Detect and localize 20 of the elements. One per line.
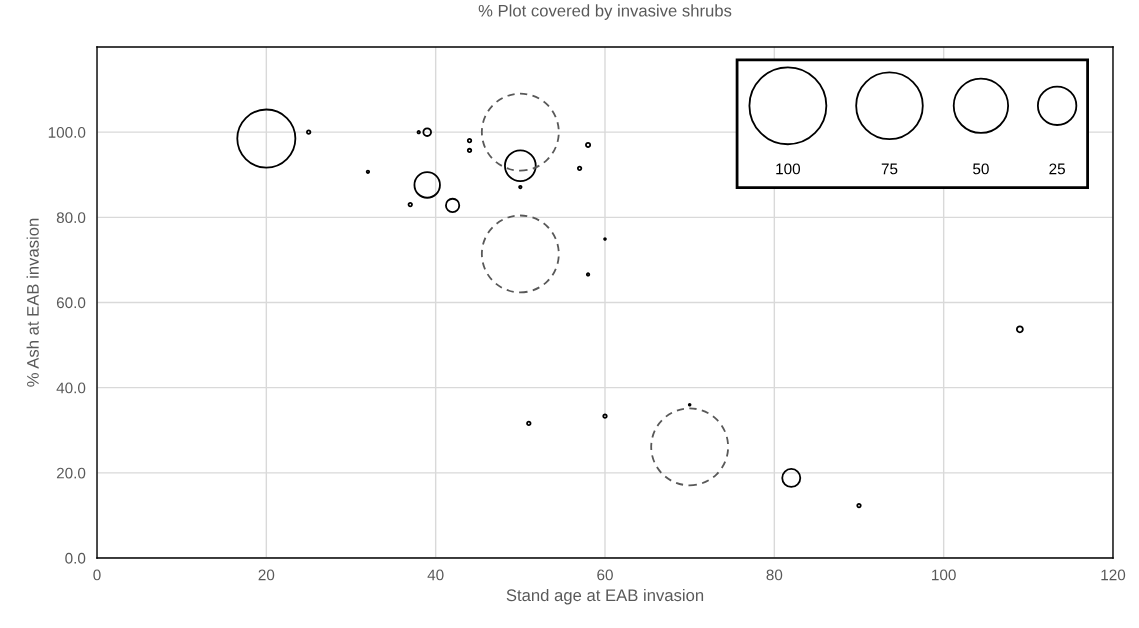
legend-label: 75 [881, 163, 898, 175]
y-tick-label: 20.0 [56, 467, 86, 479]
y-tick-label: 80.0 [56, 212, 86, 224]
legend-label: 100 [776, 163, 801, 175]
x-tick-label: 120 [1101, 569, 1126, 581]
x-tick-label: 100 [932, 569, 956, 581]
x-tick-label: 60 [597, 569, 613, 581]
x-tick-label: 40 [427, 569, 444, 581]
y-tick-label: 100.0 [48, 127, 86, 138]
x-axis-title: Stand age at EAB invasion [506, 588, 704, 605]
chart-title: % Plot covered by invasive shrubs [478, 4, 732, 20]
x-tick-label: 0 [93, 569, 101, 581]
legend-label: 25 [1049, 163, 1065, 175]
x-tick-label: 80 [766, 569, 783, 581]
y-tick-label: 40.0 [56, 382, 86, 394]
x-tick-label: 20 [258, 569, 275, 581]
legend-label: 50 [973, 163, 989, 175]
y-tick-label: 0.0 [65, 552, 86, 564]
y-axis-title: % Ash at EAB invasion [26, 218, 39, 387]
y-tick-label: 60.0 [56, 297, 86, 309]
